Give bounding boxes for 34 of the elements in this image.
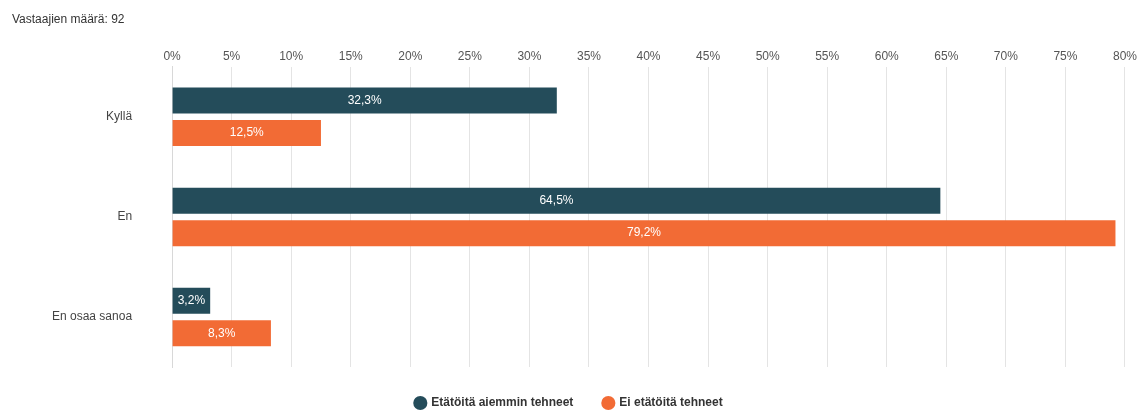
- x-tick-label: 70%: [993, 48, 1019, 63]
- x-tick-label: 75%: [1053, 48, 1078, 63]
- data-label: 8,3%: [208, 325, 236, 340]
- x-tick-label: 5%: [222, 48, 241, 63]
- x-tick-label: 60%: [874, 48, 900, 63]
- data-label: 32,3%: [347, 92, 383, 107]
- x-tick-label: 15%: [338, 48, 364, 63]
- x-tick-label: 35%: [576, 48, 602, 63]
- data-label: 64,5%: [539, 192, 574, 207]
- y-tick-label: Kyllä: [106, 109, 133, 124]
- bar: [172, 320, 271, 347]
- x-tick-label: 80%: [1112, 48, 1138, 63]
- x-tick-label: 25%: [457, 48, 483, 63]
- y-tick-label: En: [117, 209, 133, 224]
- bar: [172, 220, 1116, 247]
- x-tick-label: 10%: [279, 48, 304, 63]
- x-tick-label: 55%: [815, 48, 840, 63]
- legend-label: Etätöitä aiemmin tehneet: [431, 395, 574, 410]
- x-tick-label: 45%: [696, 48, 721, 63]
- bar: [172, 87, 557, 114]
- x-tick-label: 65%: [934, 48, 959, 63]
- x-tick-label: 30%: [517, 48, 542, 63]
- bar: [172, 187, 941, 214]
- y-tick-label: En osaa sanoa: [52, 309, 133, 324]
- x-tick-label: 20%: [398, 48, 423, 63]
- legend-label: Ei etätöitä tehneet: [619, 395, 723, 410]
- x-tick-label: 50%: [755, 48, 780, 63]
- bar: [172, 120, 321, 147]
- x-tick-label: 0%: [163, 48, 182, 63]
- data-label: 12,5%: [229, 125, 265, 140]
- text: Vastaajien määrä: 92: [12, 11, 125, 26]
- data-label: 3,2%: [177, 293, 206, 308]
- x-tick-label: 40%: [636, 48, 661, 63]
- data-label: 79,2%: [627, 225, 662, 240]
